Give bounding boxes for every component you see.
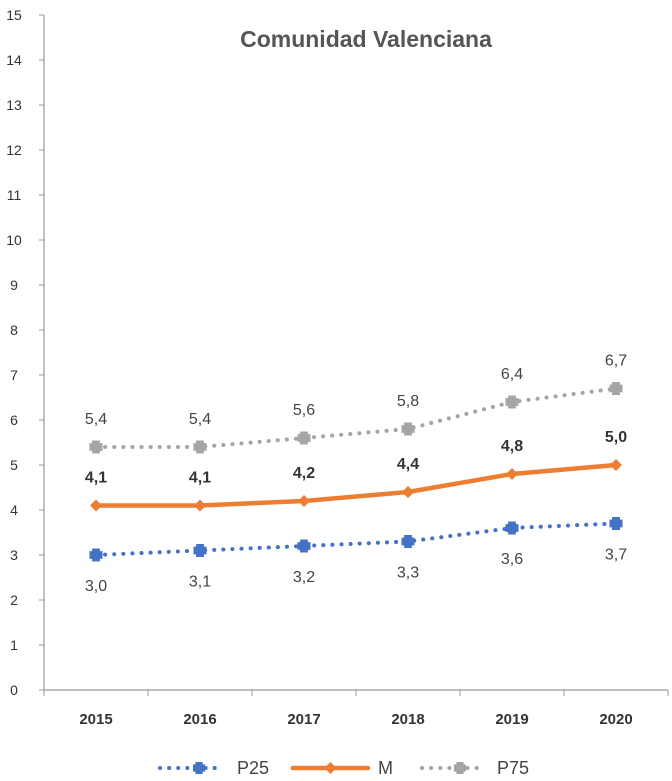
data-point-p75	[454, 762, 466, 774]
y-tick-label: 6	[10, 412, 18, 428]
data-point-p75	[401, 422, 415, 436]
data-label: 5,6	[293, 402, 315, 419]
data-point-m	[324, 762, 337, 774]
y-tick-label: 9	[10, 277, 18, 293]
y-tick-label: 15	[6, 7, 22, 23]
legend-label: P25	[237, 758, 269, 778]
legend: P25 M P75	[158, 758, 529, 778]
y-tick-label: 12	[6, 142, 22, 158]
data-point-m	[402, 486, 414, 498]
data-point-p25	[401, 535, 415, 548]
data-label: 4,4	[397, 456, 419, 473]
data-label: 6,4	[501, 366, 523, 383]
data-label: 3,1	[189, 574, 211, 591]
data-label: 4,1	[85, 470, 107, 487]
x-axis-ticks: 2015 2016 2017 2018 2019 2020	[43, 690, 669, 728]
y-tick-label: 2	[10, 592, 18, 608]
legend-label: P75	[497, 758, 529, 778]
y-tick-label: 3	[10, 547, 18, 563]
x-tick-label: 2017	[287, 711, 320, 728]
data-label: 3,3	[397, 565, 419, 582]
data-point-p25	[297, 539, 311, 553]
series-line-p25	[94, 521, 618, 557]
data-label: 4,1	[189, 470, 211, 487]
data-label: 3,6	[501, 551, 523, 568]
data-label: 5,4	[189, 411, 211, 428]
x-tick-label: 2015	[79, 711, 112, 728]
data-label: 4,8	[501, 438, 523, 455]
data-point-p75	[193, 440, 207, 454]
data-point-m	[610, 459, 622, 471]
series-p75	[89, 382, 623, 454]
data-label: 3,7	[605, 547, 627, 564]
series-line-m	[93, 462, 619, 508]
data-label: 5,8	[397, 393, 419, 410]
legend-item-m: M	[290, 758, 393, 778]
y-tick-label: 8	[10, 322, 18, 338]
y-tick-label: 11	[7, 187, 22, 203]
series-layer	[89, 382, 623, 562]
data-point-m	[194, 499, 206, 512]
data-label: 3,0	[85, 578, 107, 595]
y-tick-label: 13	[6, 97, 22, 113]
y-tick-label: 7	[10, 367, 18, 383]
data-labels: 3,0 3,1 3,2 3,3 3,6 3,7 4,1 4,1 4,2 4,4 4,8 5,0 5,4 5…	[85, 353, 627, 596]
data-point-m	[506, 468, 518, 480]
x-tick-label: 2018	[391, 711, 424, 728]
data-point-p75	[89, 440, 103, 454]
data-label: 5,4	[85, 411, 107, 428]
y-tick-label: 10	[6, 232, 22, 248]
data-point-p25	[193, 544, 207, 557]
data-point-p75	[505, 395, 519, 409]
data-point-p75	[609, 382, 623, 395]
data-label: 4,2	[293, 465, 315, 482]
data-label: 5,0	[605, 429, 627, 446]
data-point-p75	[297, 431, 311, 445]
y-tick-label: 0	[10, 682, 18, 698]
legend-item-p25: P25	[158, 758, 269, 778]
x-tick-label: 2020	[599, 711, 632, 728]
series-m	[90, 459, 622, 512]
y-tick-label: 4	[10, 502, 18, 518]
data-point-p25	[193, 762, 205, 774]
data-point-p25	[505, 521, 519, 535]
axes	[43, 15, 668, 691]
data-point-p25	[609, 517, 623, 530]
data-label: 3,2	[293, 569, 315, 586]
data-point-m	[90, 499, 102, 512]
data-point-p25	[89, 548, 103, 562]
y-tick-label: 1	[10, 637, 18, 653]
y-tick-label: 14	[6, 52, 22, 68]
data-label: 6,7	[605, 353, 627, 370]
series-p25	[89, 517, 623, 562]
y-tick-label: 5	[10, 457, 18, 473]
chart-title: Comunidad Valenciana	[240, 26, 492, 52]
legend-item-p75: P75	[420, 758, 529, 778]
legend-label: M	[378, 758, 393, 778]
series-line-p75	[94, 386, 618, 449]
x-tick-label: 2019	[495, 711, 528, 728]
data-point-m	[298, 495, 310, 507]
x-tick-label: 2016	[183, 711, 216, 728]
